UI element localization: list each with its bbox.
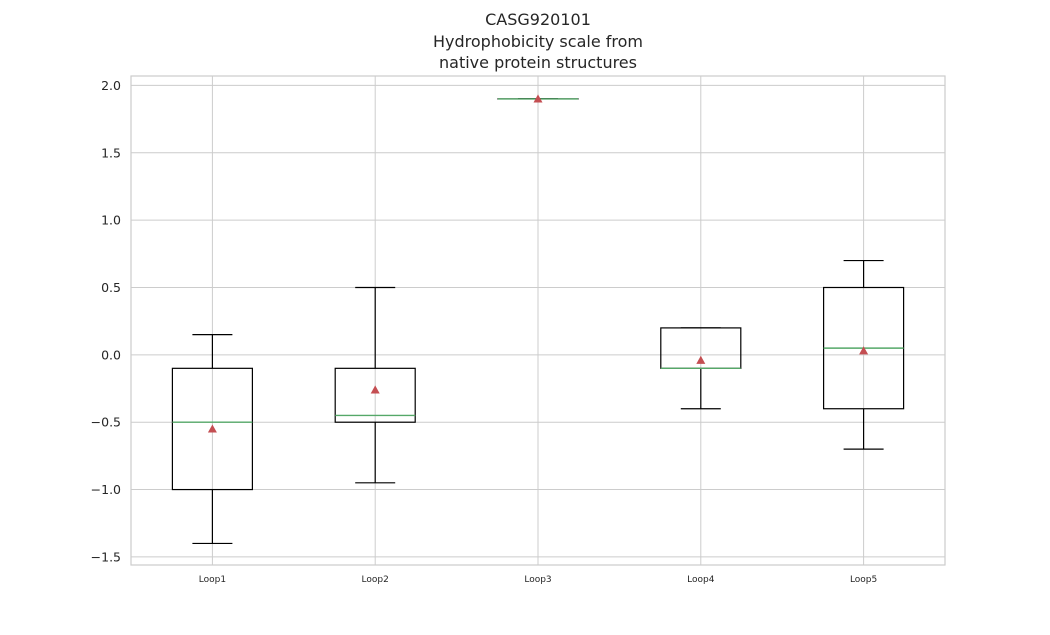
y-tick-label: −1.5 bbox=[91, 549, 121, 564]
y-tick-label: 0.0 bbox=[101, 347, 121, 362]
chart-title-line: native protein structures bbox=[439, 53, 637, 72]
chart-title-line: Hydrophobicity scale from bbox=[433, 32, 643, 51]
mean-marker bbox=[696, 355, 706, 364]
x-tick-label: Loop4 bbox=[687, 575, 715, 585]
x-tick-label: Loop2 bbox=[362, 575, 389, 585]
y-tick-label: −1.0 bbox=[91, 482, 121, 497]
y-tick-label: 2.0 bbox=[101, 78, 121, 93]
x-tick-label: Loop5 bbox=[850, 575, 877, 585]
y-tick-label: 1.5 bbox=[101, 145, 121, 160]
plot-frame bbox=[130, 75, 946, 566]
box-loop1 bbox=[171, 334, 253, 545]
chart-title: CASG920101 Hydrophobicity scale from nat… bbox=[433, 10, 643, 72]
box-iqr bbox=[334, 367, 416, 423]
mean-marker bbox=[533, 94, 543, 103]
box-iqr bbox=[171, 367, 253, 491]
y-axis: −1.5 −1.0 −0.5 0.0 0.5 1.0 1.5 2.0 bbox=[91, 78, 121, 564]
box-loop5 bbox=[822, 259, 905, 450]
y-tick-label: 1.0 bbox=[101, 213, 121, 228]
plot-area bbox=[171, 94, 905, 545]
x-axis: Loop1 Loop2 Loop3 Loop4 Loop5 bbox=[199, 575, 878, 585]
chart-title-line: CASG920101 bbox=[485, 10, 591, 29]
box-loop3 bbox=[497, 94, 579, 103]
box-loop4 bbox=[660, 327, 742, 410]
y-tick-label: −0.5 bbox=[91, 415, 121, 430]
y-tick-label: 0.5 bbox=[101, 280, 121, 295]
x-tick-label: Loop1 bbox=[199, 575, 226, 585]
mean-marker bbox=[370, 385, 380, 394]
x-tick-label: Loop3 bbox=[524, 575, 551, 585]
box-loop2 bbox=[334, 286, 416, 484]
grid bbox=[131, 76, 945, 565]
mean-marker bbox=[859, 346, 869, 355]
mean-marker bbox=[207, 424, 217, 433]
